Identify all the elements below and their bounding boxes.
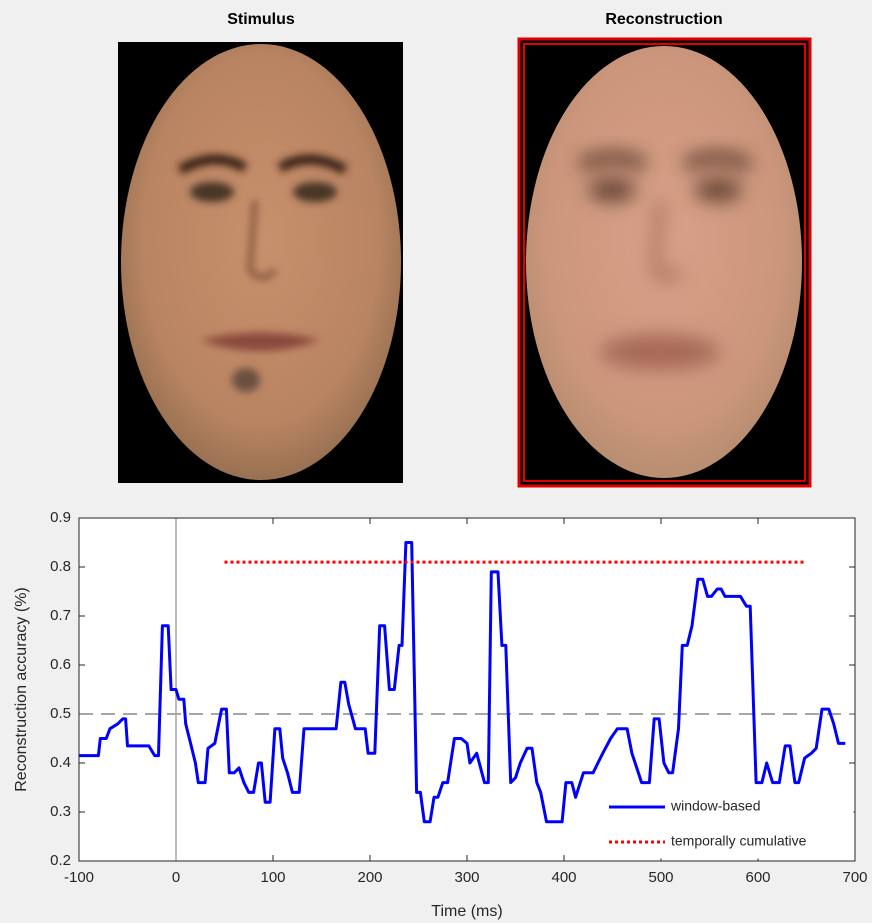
legend: window-based temporally cumulative	[603, 790, 853, 858]
reconstruction-image	[519, 39, 810, 486]
y-tick-label: 0.2	[50, 852, 71, 869]
legend-label: temporally cumulative	[671, 833, 807, 849]
y-tick-label: 0.3	[50, 803, 71, 820]
y-tick-label: 0.5	[50, 705, 71, 722]
x-tick-label: 100	[260, 869, 285, 886]
x-tick-label: 300	[454, 869, 479, 886]
figure: Stimulus Reconstruction 0.20.30.40.50.60…	[0, 0, 872, 923]
stimulus-image	[118, 42, 403, 483]
x-tick-label: 600	[745, 869, 770, 886]
panel-title: Stimulus	[227, 11, 295, 28]
y-tick-label: 0.7	[50, 607, 71, 624]
x-tick-label: -100	[64, 869, 94, 886]
x-tick-label: 400	[551, 869, 576, 886]
x-tick-label: 500	[648, 869, 673, 886]
x-axis-label: Time (ms)	[431, 903, 502, 920]
x-tick-label: 200	[357, 869, 382, 886]
legend-label: window-based	[670, 798, 761, 814]
y-tick-label: 0.9	[50, 509, 71, 526]
y-tick-label: 0.6	[50, 656, 71, 673]
x-tick-label: 700	[842, 869, 867, 886]
panel-title: Reconstruction	[605, 11, 722, 28]
y-axis-label: Reconstruction accuracy (%)	[13, 587, 30, 792]
x-tick-label: 0	[172, 869, 180, 886]
chart: 0.2 0.3 0.4 0.5 0.6 0.7 0.8 0.9 -100 0 100 200 300 40…	[13, 509, 867, 920]
y-tick-label: 0.8	[50, 558, 71, 575]
y-tick-label: 0.4	[50, 754, 71, 771]
